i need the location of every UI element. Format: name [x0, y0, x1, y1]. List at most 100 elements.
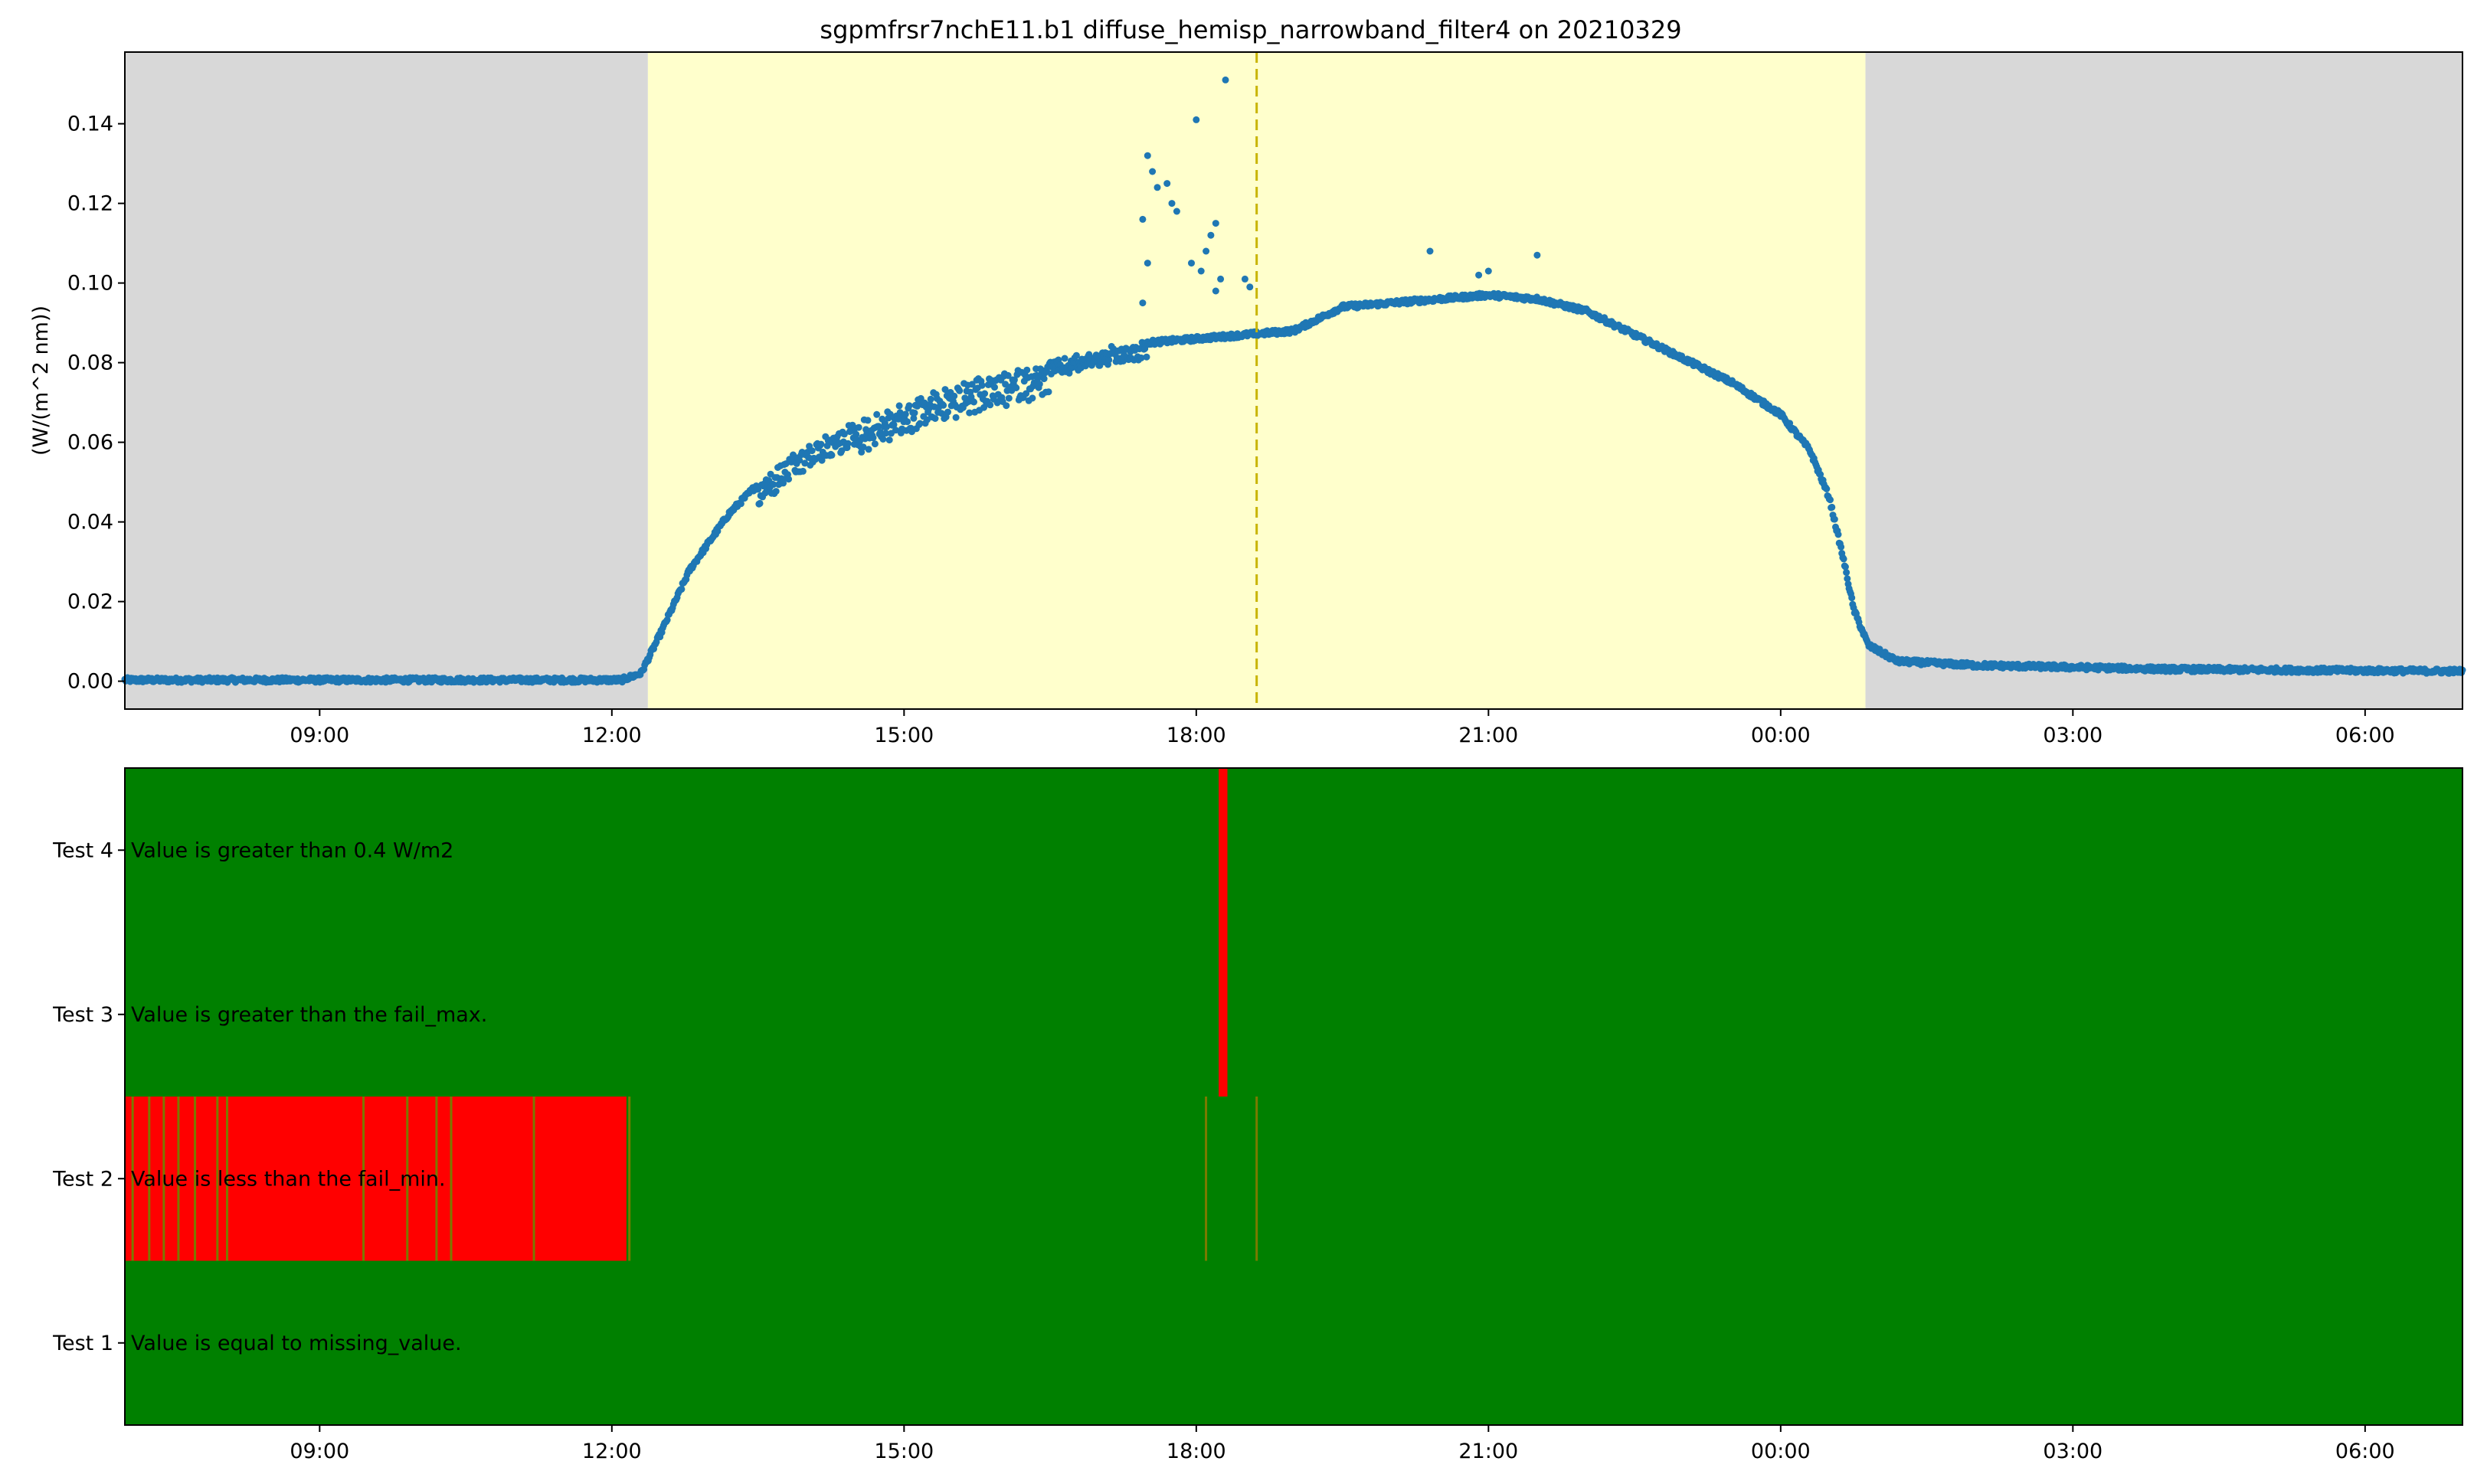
x-tick-label: 15:00 — [874, 1440, 934, 1463]
y-tick-label: 0.10 — [67, 272, 113, 296]
outlier-point — [1144, 152, 1151, 159]
x-tick-label: 12:00 — [582, 724, 642, 747]
x-tick-label: 03:00 — [2043, 724, 2102, 747]
data-point — [840, 430, 848, 438]
data-point — [1834, 531, 1842, 538]
outlier-point — [1484, 267, 1492, 275]
outlier-point — [1139, 299, 1147, 307]
data-point — [944, 408, 951, 416]
outlier-point — [1168, 200, 1176, 208]
data-point — [828, 451, 836, 459]
data-point — [916, 420, 924, 427]
qc-row-description: Value is equal to missing_value. — [131, 1332, 462, 1355]
data-point — [1045, 388, 1052, 396]
data-point — [991, 384, 998, 391]
data-point — [940, 401, 947, 409]
qc-fail-cell — [1219, 768, 1228, 933]
data-point — [885, 436, 893, 444]
x-tick-label: 06:00 — [2335, 724, 2395, 747]
data-point — [941, 386, 949, 394]
x-tick-label: 18:00 — [1167, 1440, 1226, 1463]
data-point — [890, 421, 898, 429]
x-tick-label: 06:00 — [2335, 1440, 2395, 1463]
data-point — [1061, 355, 1068, 362]
data-point — [756, 499, 764, 507]
data-point — [910, 414, 918, 422]
qc-fail-edge — [628, 1097, 631, 1261]
data-point — [882, 430, 889, 437]
qc-fail-edge — [406, 1097, 409, 1261]
data-point — [1005, 394, 1013, 402]
y-tick-label: 0.02 — [67, 590, 113, 614]
data-point — [951, 392, 958, 400]
data-point — [772, 488, 780, 495]
outlier-point — [1217, 275, 1225, 283]
y-tick-label: 0.06 — [67, 431, 113, 455]
data-point — [905, 402, 913, 410]
data-point — [678, 585, 686, 593]
outlier-point — [1222, 76, 1229, 83]
outlier-point — [1426, 247, 1434, 255]
data-point — [968, 381, 976, 388]
qc-fail-edge — [177, 1097, 180, 1261]
x-tick-label: 00:00 — [1751, 724, 1811, 747]
qc-fail-edge — [362, 1097, 365, 1261]
outlier-point — [1173, 208, 1180, 215]
data-point — [1137, 354, 1145, 361]
qc-rows: Test 4 Value is greater than 0.4 W/m2 Test… — [52, 838, 487, 1355]
data-point — [902, 410, 909, 418]
data-point — [1068, 364, 1075, 371]
data-point — [886, 410, 894, 418]
data-point — [1827, 496, 1834, 504]
data-point — [799, 467, 807, 475]
y-tick-label: 0.00 — [67, 670, 113, 694]
qc-fail-edge — [1255, 1097, 1258, 1261]
data-point — [855, 423, 862, 431]
x-tick-label: 12:00 — [582, 1440, 642, 1463]
data-point — [869, 434, 877, 442]
qc-fail-cell — [1219, 932, 1228, 1097]
data-point — [1143, 353, 1150, 361]
outlier-point — [1212, 287, 1219, 295]
qc-panel: Test 4 Value is greater than 0.4 W/m2 Test… — [52, 767, 2463, 1463]
data-point — [883, 423, 891, 430]
y-tick-label: 0.12 — [67, 192, 113, 216]
data-point — [879, 436, 887, 443]
data-point — [895, 402, 903, 410]
data-point — [892, 427, 899, 434]
data-point — [1823, 485, 1831, 492]
qc-fail-edge — [131, 1097, 134, 1261]
data-point — [780, 479, 787, 487]
qc-fail-edge — [1205, 1097, 1208, 1261]
data-point — [859, 443, 867, 451]
data-point — [931, 415, 939, 422]
data-point — [1010, 376, 1018, 384]
qc-fail-edge — [216, 1097, 219, 1261]
data-point — [796, 456, 803, 464]
qc-fail-edge — [148, 1097, 151, 1261]
data-point — [1003, 402, 1010, 410]
outlier-point — [1475, 271, 1483, 279]
x-tick-label: 15:00 — [874, 724, 934, 747]
x-tick-label: 18:00 — [1167, 724, 1226, 747]
data-point — [981, 390, 989, 397]
qc-cells — [125, 768, 2462, 1425]
data-points — [121, 76, 2466, 686]
outlier-point — [1163, 180, 1171, 188]
data-point — [895, 415, 902, 423]
data-point — [852, 430, 860, 438]
data-point — [1040, 375, 1048, 383]
outlier-point — [1203, 247, 1210, 255]
y-ticks: 0.00 0.02 0.04 0.06 0.08 0.10 0.12 0.14 — [67, 113, 125, 694]
x-tick-label: 03:00 — [2043, 1440, 2102, 1463]
data-point — [808, 447, 816, 455]
data-point — [844, 440, 852, 447]
data-point — [1023, 366, 1031, 374]
data-point — [1786, 420, 1794, 427]
data-point — [1841, 563, 1849, 570]
data-point — [823, 442, 831, 449]
y-tick-label: 0.04 — [67, 511, 113, 534]
outlier-point — [1193, 116, 1200, 123]
x-tick-label: 00:00 — [1751, 1440, 1811, 1463]
